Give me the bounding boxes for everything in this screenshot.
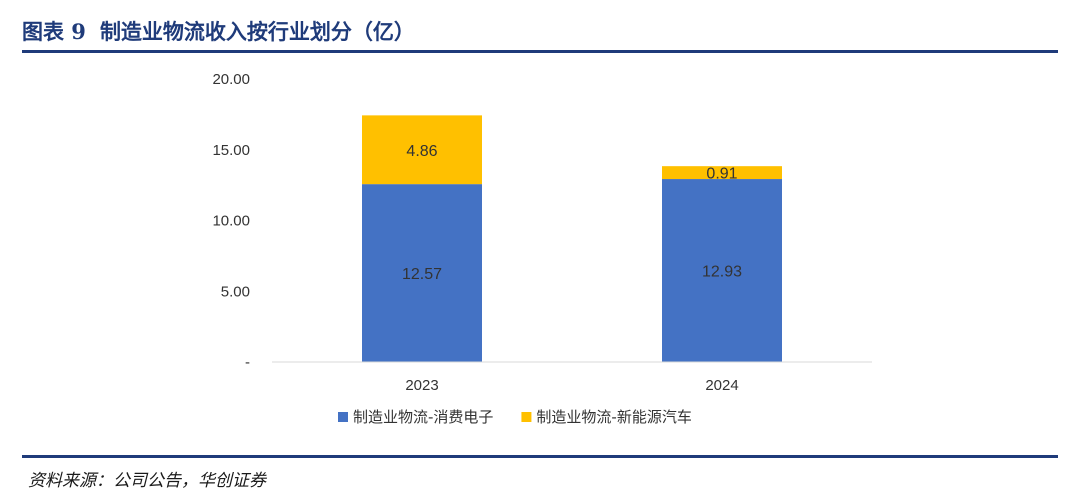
footer-rule — [22, 455, 1058, 458]
y-tick-label: 5.00 — [221, 283, 250, 300]
figure-title-bar: 图表 9 制造业物流收入按行业划分（亿） — [22, 14, 1058, 48]
figure-number: 图表 9 — [22, 19, 86, 44]
y-tick-label: 20.00 — [212, 71, 250, 88]
title-rule — [22, 50, 1058, 53]
legend-label: 制造业物流-消费电子 — [353, 408, 493, 426]
y-tick-label: 15.00 — [212, 142, 250, 159]
bar-segment — [362, 115, 482, 185]
legend-label: 制造业物流-新能源汽车 — [536, 408, 691, 426]
legend-swatch — [521, 412, 532, 422]
data-label: 0.91 — [706, 166, 737, 183]
stacked-bar-chart: - 5.00 10.00 15.00 20.00 12.57 4.86 2023 12.93 0.… — [212, 71, 872, 426]
bar-segment — [662, 166, 782, 180]
bar-segment — [662, 179, 782, 362]
y-tick-label: - — [245, 354, 250, 371]
x-tick-label: 2023 — [405, 377, 438, 394]
data-label: 4.86 — [406, 143, 437, 160]
data-label: 12.93 — [702, 264, 742, 281]
x-tick-label: 2024 — [705, 377, 738, 394]
legend-swatch — [338, 412, 348, 422]
y-tick-label: 10.00 — [212, 213, 250, 230]
bar-segment — [362, 184, 482, 362]
figure-title: 制造业物流收入按行业划分（亿） — [99, 20, 415, 44]
data-label: 12.57 — [402, 266, 442, 283]
source-note: 资料来源：公司公告，华创证券 — [28, 471, 266, 491]
